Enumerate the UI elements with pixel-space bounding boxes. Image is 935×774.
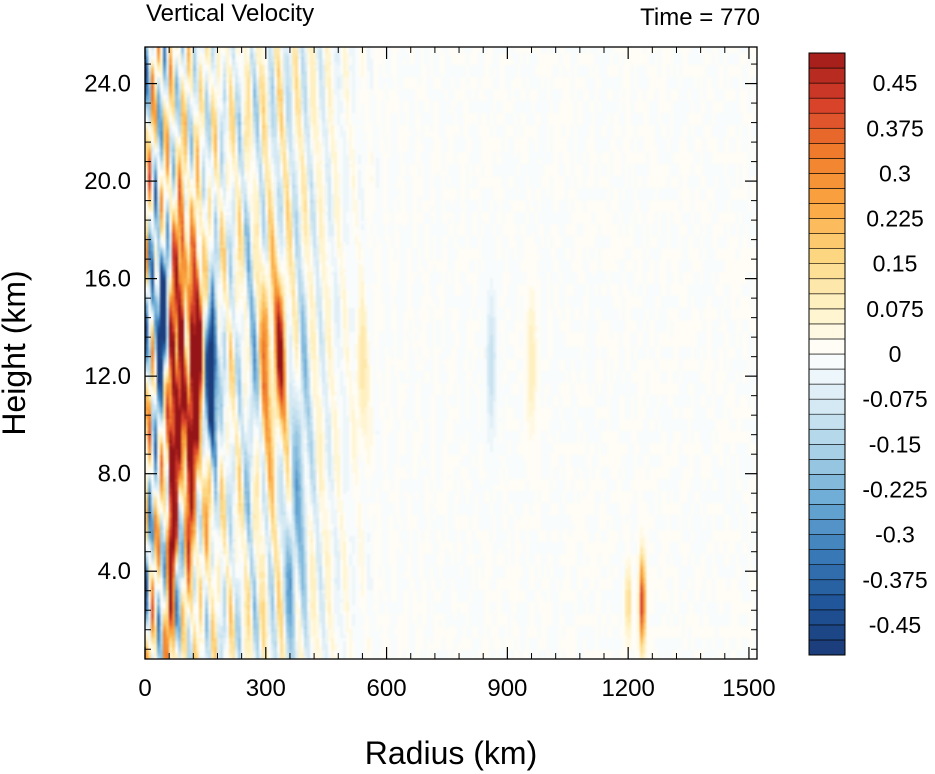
colorbar-label: 0.3 (879, 160, 911, 186)
colorbar-cell (808, 143, 846, 159)
plot-frame (144, 46, 758, 660)
x-tick-label: 600 (367, 675, 407, 702)
y-tick-label: 20.0 (84, 168, 131, 195)
y-axis-label: Height (km) (0, 270, 32, 435)
colorbar-cell (808, 368, 846, 385)
colorbar-label: 0.075 (866, 296, 924, 322)
colorbar-cell (808, 233, 846, 249)
colorbar-cell (808, 398, 846, 415)
y-axis: 4.0 8.0 12.0 16.0 20.0 24.0 (84, 63, 757, 650)
x-tick-label: 1500 (722, 675, 775, 702)
x-axis-label: Radius (km) (365, 735, 537, 771)
y-tick-label: 12.0 (84, 363, 131, 390)
colorbar-label: -0.45 (869, 612, 921, 638)
colorbar-frame (808, 52, 846, 656)
colorbar-cell (808, 293, 846, 310)
colorbar-cell (808, 549, 846, 566)
y-tick-label: 24.0 (84, 71, 131, 98)
colorbar-cell (808, 489, 846, 505)
colorbar-cell (808, 428, 846, 445)
x-axis: 0 300 600 900 1200 1500 (138, 47, 776, 702)
colorbar-cell (808, 97, 846, 114)
colorbar-cell (808, 624, 846, 641)
colorbar-cell (808, 383, 846, 400)
colorbar-cell (808, 173, 846, 189)
colorbar-label: -0.3 (875, 522, 915, 548)
colorbar-cell (808, 67, 846, 84)
colorbar-cell (808, 323, 846, 340)
colorbar-cell (808, 519, 846, 535)
colorbar-cell (808, 609, 846, 626)
colorbar-cell (808, 564, 846, 581)
colorbar-label: -0.225 (862, 476, 927, 502)
colorbar-cell (808, 278, 846, 295)
colorbar-cell (808, 52, 846, 69)
colorbar-cell (808, 158, 846, 174)
colorbar-cell (808, 459, 846, 475)
colorbar-label: 0.45 (873, 70, 918, 96)
colorbar-cell (808, 639, 846, 656)
colorbar-cell (808, 413, 846, 430)
colorbar-cell (808, 127, 846, 144)
colorbar-cell (808, 203, 846, 219)
y-tick-label: 4.0 (98, 558, 131, 585)
x-tick-label: 0 (138, 675, 151, 702)
colorbar-cell (808, 579, 846, 596)
colorbar-label: -0.375 (862, 567, 927, 593)
colorbar-label: 0.225 (866, 206, 924, 232)
velocity-field (145, 47, 757, 659)
colorbar-label: 0.375 (866, 115, 924, 141)
time-label: Time = 770 (640, 4, 760, 31)
colorbar-cell (808, 534, 846, 550)
colorbar-cell (808, 594, 846, 611)
colorbar-cell (808, 504, 846, 520)
colorbar-cell (808, 353, 846, 370)
chart-title: Vertical Velocity (146, 0, 314, 27)
colorbar-label: 0 (889, 341, 902, 367)
colorbar-cell (808, 82, 846, 99)
colorbar-label: 0.15 (873, 251, 918, 277)
colorbar-cell (808, 308, 846, 325)
colorbar-cell (808, 248, 846, 264)
colorbar-cell (808, 112, 846, 129)
colorbar-cell (808, 338, 846, 355)
colorbar-cell (808, 218, 846, 234)
x-tick-label: 300 (246, 675, 286, 702)
x-tick-label: 1200 (601, 675, 654, 702)
y-tick-label: 8.0 (98, 461, 131, 488)
velocity-field-raster (145, 47, 757, 659)
x-tick-label: 900 (487, 675, 527, 702)
colorbar-label: -0.15 (869, 431, 921, 457)
colorbar-label: -0.075 (862, 386, 927, 412)
colorbar-cell (808, 188, 846, 204)
y-tick-label: 16.0 (84, 266, 131, 293)
colorbar-cell (808, 263, 846, 280)
colorbar-cell (808, 443, 846, 460)
colorbar-cell (808, 474, 846, 490)
colorbar: 0.45 0.375 0.3 0.225 0.15 0.075 0 -0.075 -0.15 -0… (808, 52, 928, 656)
